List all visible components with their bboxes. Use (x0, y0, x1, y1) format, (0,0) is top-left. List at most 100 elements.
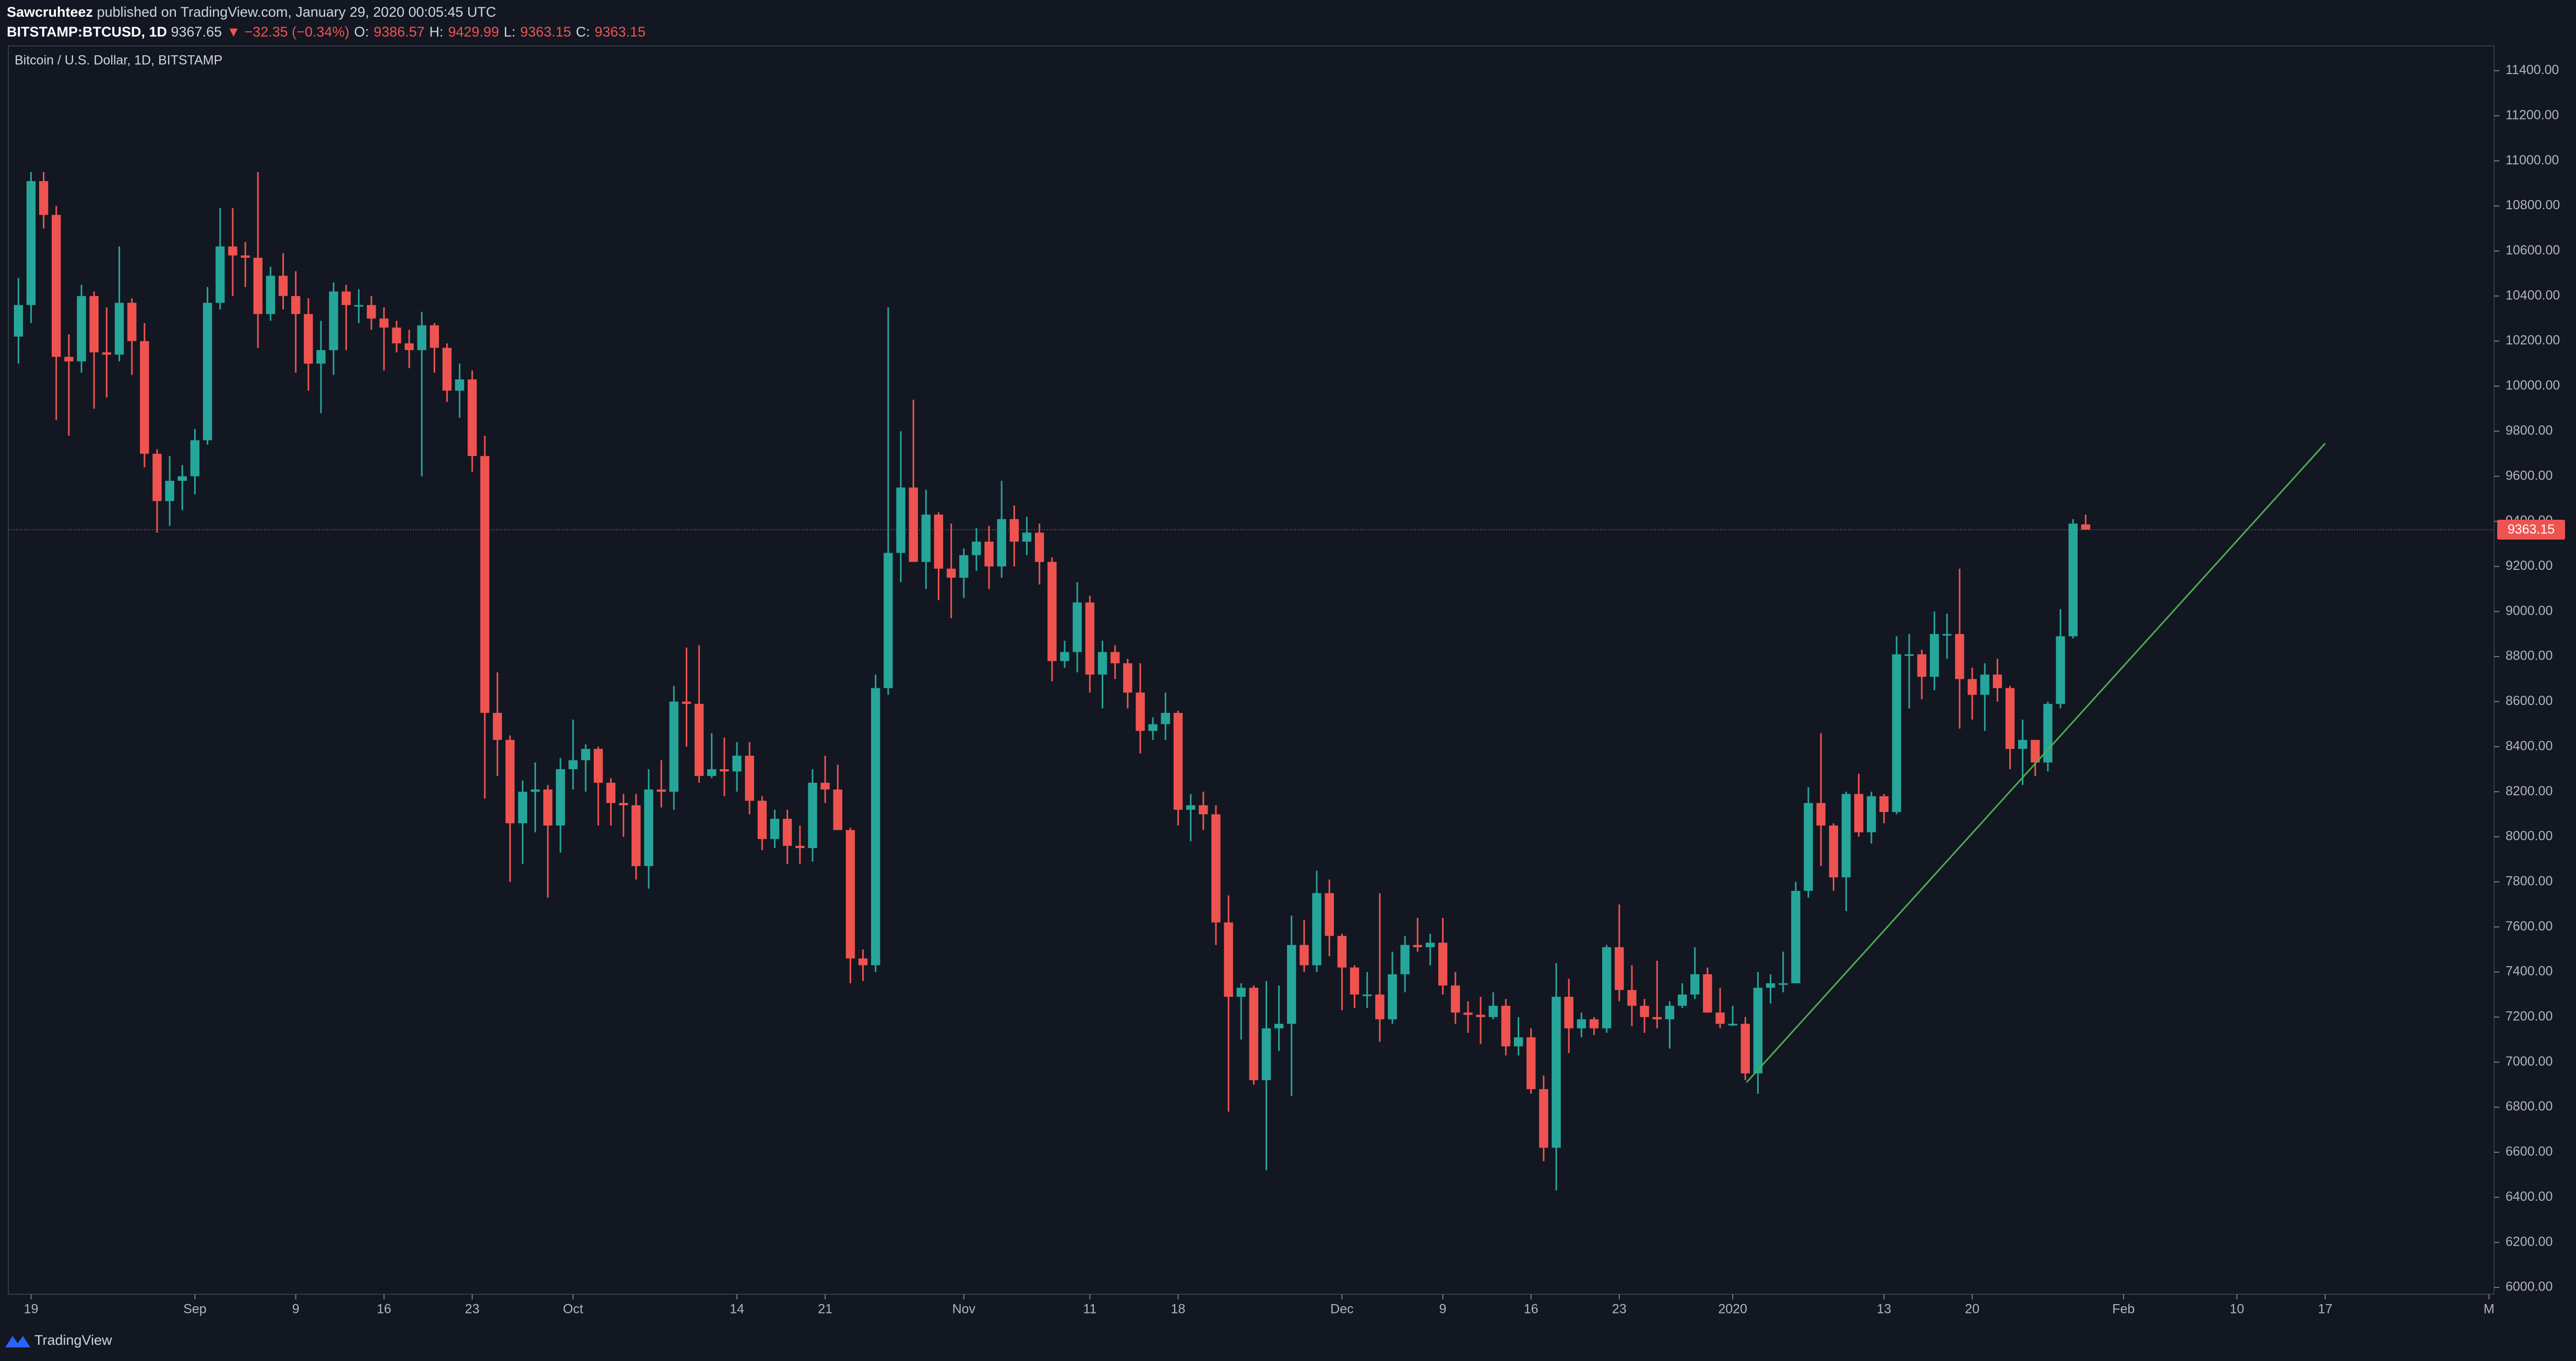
candle-body (1236, 987, 1246, 997)
candle-body (316, 350, 326, 364)
candle-body (1463, 1012, 1473, 1015)
candle-body (329, 291, 338, 350)
y-tick-label: 7400.00 (2506, 964, 2553, 978)
h-value: 9429.99 (448, 24, 499, 40)
candle-body (1841, 794, 1851, 878)
candle-body (1526, 1037, 1536, 1090)
x-tick-label: 23 (465, 1302, 480, 1317)
candle-body (1917, 654, 1927, 677)
candle-body (291, 296, 301, 314)
candle-body (1451, 985, 1460, 1013)
candle-body (946, 568, 956, 578)
candle-body (1816, 803, 1826, 826)
candle-body (404, 343, 414, 350)
y-tick-label: 10000.00 (2506, 378, 2560, 393)
candle-body (518, 792, 528, 823)
y-tick-label: 7200.00 (2506, 1009, 2553, 1024)
candle-body (1552, 997, 1561, 1148)
candle-body (1615, 947, 1624, 990)
candle-body (241, 255, 250, 258)
candle-body (1753, 987, 1763, 1073)
published: published on TradingView.com, January 29… (97, 4, 496, 20)
candle-body (354, 305, 364, 307)
y-tick-label: 7800.00 (2506, 874, 2553, 888)
candle-body (1375, 994, 1385, 1020)
candle-body (2081, 524, 2091, 530)
candle-body (89, 296, 99, 353)
candle-body (2018, 739, 2028, 749)
c-label: C: (576, 24, 590, 40)
x-tick-label: 21 (818, 1302, 832, 1317)
x-tick-label: 18 (1171, 1302, 1186, 1317)
y-tick-label: 9200.00 (2506, 558, 2553, 573)
candle-body (1173, 713, 1183, 810)
candle-body (1388, 974, 1397, 1020)
candle-body (984, 541, 994, 567)
candle-body (997, 519, 1006, 567)
o-label: O: (354, 24, 369, 40)
candle-body (1211, 814, 1221, 923)
y-tick-label: 7000.00 (2506, 1054, 2553, 1069)
candle-body (52, 214, 61, 357)
candle-body (442, 348, 452, 391)
candle-body (808, 782, 817, 849)
candle-body (468, 379, 477, 456)
candle-body (606, 782, 616, 803)
candle-body (190, 440, 200, 476)
candle-body (1791, 891, 1800, 984)
candle-body (530, 789, 540, 792)
candle-body (820, 782, 830, 790)
candle-body (341, 291, 351, 305)
candle-body (1261, 1028, 1271, 1080)
candle-body (1337, 936, 1347, 968)
candle-body (127, 303, 137, 341)
candle-body (1009, 519, 1019, 542)
x-tick-label: 17 (2318, 1302, 2332, 1317)
brand: TradingView (34, 1332, 112, 1348)
candle-body (152, 453, 162, 502)
x-tick-label: 2020 (1718, 1302, 1747, 1317)
candle-body (782, 818, 792, 846)
candle-body (366, 305, 376, 319)
x-tick-label: Oct (563, 1302, 583, 1317)
x-tick-label: Feb (2112, 1302, 2134, 1317)
candle-body (1224, 922, 1233, 997)
publish-line: Sawcruhteez published on TradingView.com… (7, 2, 650, 22)
logo (5, 1336, 30, 1347)
candle-body (14, 305, 23, 337)
y-tick-label: 6200.00 (2506, 1234, 2553, 1249)
y-tick-label: 8400.00 (2506, 738, 2553, 753)
candle-body (266, 276, 276, 314)
y-tick-label: 9000.00 (2506, 603, 2553, 618)
candle-body (1715, 1012, 1725, 1024)
candle-body (556, 769, 565, 826)
candle-body (102, 352, 112, 355)
candle-body (216, 246, 225, 303)
candle-body (1299, 945, 1309, 965)
candle-body (1690, 974, 1700, 995)
candle-body (1967, 679, 1977, 695)
candle-body (795, 845, 805, 849)
candle-body (657, 789, 666, 792)
header: Sawcruhteez published on TradingView.com… (7, 2, 650, 42)
candle-body (202, 303, 212, 440)
candle-body (1488, 1006, 1498, 1017)
candle-body (1148, 724, 1158, 731)
footer: TradingView (5, 1332, 112, 1348)
candle-body (1199, 805, 1208, 815)
y-tick-label: 8800.00 (2506, 649, 2553, 663)
candle-body (140, 341, 149, 454)
x-tick-label: 11 (1083, 1302, 1096, 1317)
candle-body (77, 296, 86, 362)
candle-body (959, 555, 969, 578)
x-tick-label: Dec (1330, 1302, 1353, 1317)
candle-body (1085, 602, 1095, 675)
candle-body (884, 553, 893, 688)
l-label: L: (504, 24, 516, 40)
x-tick-label: 16 (377, 1302, 391, 1317)
x-tick-label: Nov (952, 1302, 976, 1317)
x-tick-label: 14 (730, 1302, 744, 1317)
candle-body (631, 805, 641, 866)
candle-body (1425, 942, 1435, 948)
y-tick-label: 10600.00 (2506, 243, 2560, 258)
